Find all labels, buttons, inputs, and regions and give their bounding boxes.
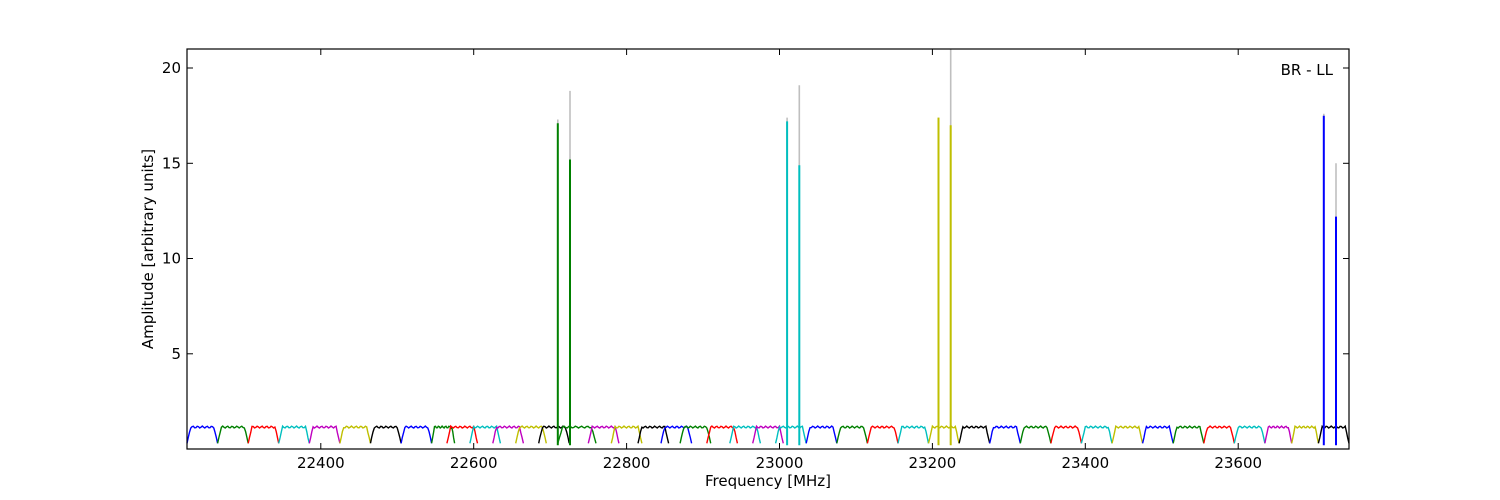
baseline-band-21 — [729, 425, 762, 444]
baseline-band-30 — [989, 425, 1021, 444]
baseline-band-29 — [958, 425, 991, 444]
baseline-band-4 — [308, 425, 341, 444]
baseline-band-38 — [1233, 425, 1266, 444]
baseline-band-34 — [1111, 425, 1144, 444]
baseline-band-15 — [587, 425, 620, 444]
plot-background — [187, 49, 1349, 449]
series-layer — [186, 49, 1350, 446]
baseline-band-6 — [369, 425, 402, 444]
baseline-band-17 — [637, 425, 670, 444]
baseline-band-20 — [706, 425, 739, 444]
y-tick-label-0: 5 — [171, 345, 181, 363]
y-tick-label-3: 20 — [162, 59, 181, 77]
baseline-band-10 — [469, 425, 502, 444]
y-tick-label-1: 10 — [162, 250, 181, 268]
baseline-band-39 — [1264, 425, 1293, 444]
baseline-band-26 — [866, 425, 899, 444]
baseline-band-28 — [927, 424, 960, 444]
baseline-band-0 — [186, 425, 219, 444]
plot-frame — [186, 48, 1350, 450]
baseline-band-31 — [1019, 425, 1052, 444]
baseline-band-1 — [216, 425, 249, 444]
baseline-band-14 — [557, 425, 597, 444]
baseline-band-35 — [1141, 424, 1174, 444]
baseline-band-32 — [1050, 425, 1083, 444]
y-tick-label-2: 15 — [162, 154, 181, 172]
corner-label: BR - LL — [1281, 61, 1334, 79]
baseline-band-5 — [339, 425, 372, 444]
x-tick-label-2: 22800 — [603, 454, 651, 472]
x-tick-label-0: 22400 — [297, 454, 345, 472]
baseline-band-40 — [1291, 425, 1320, 444]
baseline-band-36 — [1172, 425, 1205, 444]
baseline-band-9 — [446, 424, 479, 444]
x-tick-label-5: 23400 — [1061, 454, 1109, 472]
baseline-band-16 — [610, 424, 643, 444]
x-tick-label-6: 23600 — [1214, 454, 1262, 472]
baseline-band-11 — [492, 425, 525, 444]
baseline-band-2 — [247, 425, 280, 444]
x-tick-label-3: 23000 — [756, 454, 804, 472]
baseline-band-23 — [774, 425, 807, 444]
baseline-band-12 — [515, 425, 547, 444]
baseline-band-25 — [836, 425, 869, 444]
x-axis-label: Frequency [MHz] — [705, 472, 831, 490]
x-tick-label-1: 22600 — [450, 454, 498, 472]
baseline-band-27 — [897, 425, 930, 444]
baseline-band-22 — [752, 424, 784, 444]
baseline-band-19 — [679, 425, 712, 444]
x-tick-label-4: 23200 — [909, 454, 957, 472]
tick-layer: 22400 22600 22800 23000 23200 23400 23600 5 10 15… — [162, 49, 1349, 472]
baseline-band-24 — [805, 425, 838, 444]
baseline-band-37 — [1203, 425, 1235, 444]
baseline-band-7 — [400, 425, 433, 444]
baseline-band-33 — [1080, 425, 1113, 444]
baseline-band-3 — [278, 424, 310, 444]
y-axis-label: Amplitude [arbitrary units] — [139, 149, 157, 349]
